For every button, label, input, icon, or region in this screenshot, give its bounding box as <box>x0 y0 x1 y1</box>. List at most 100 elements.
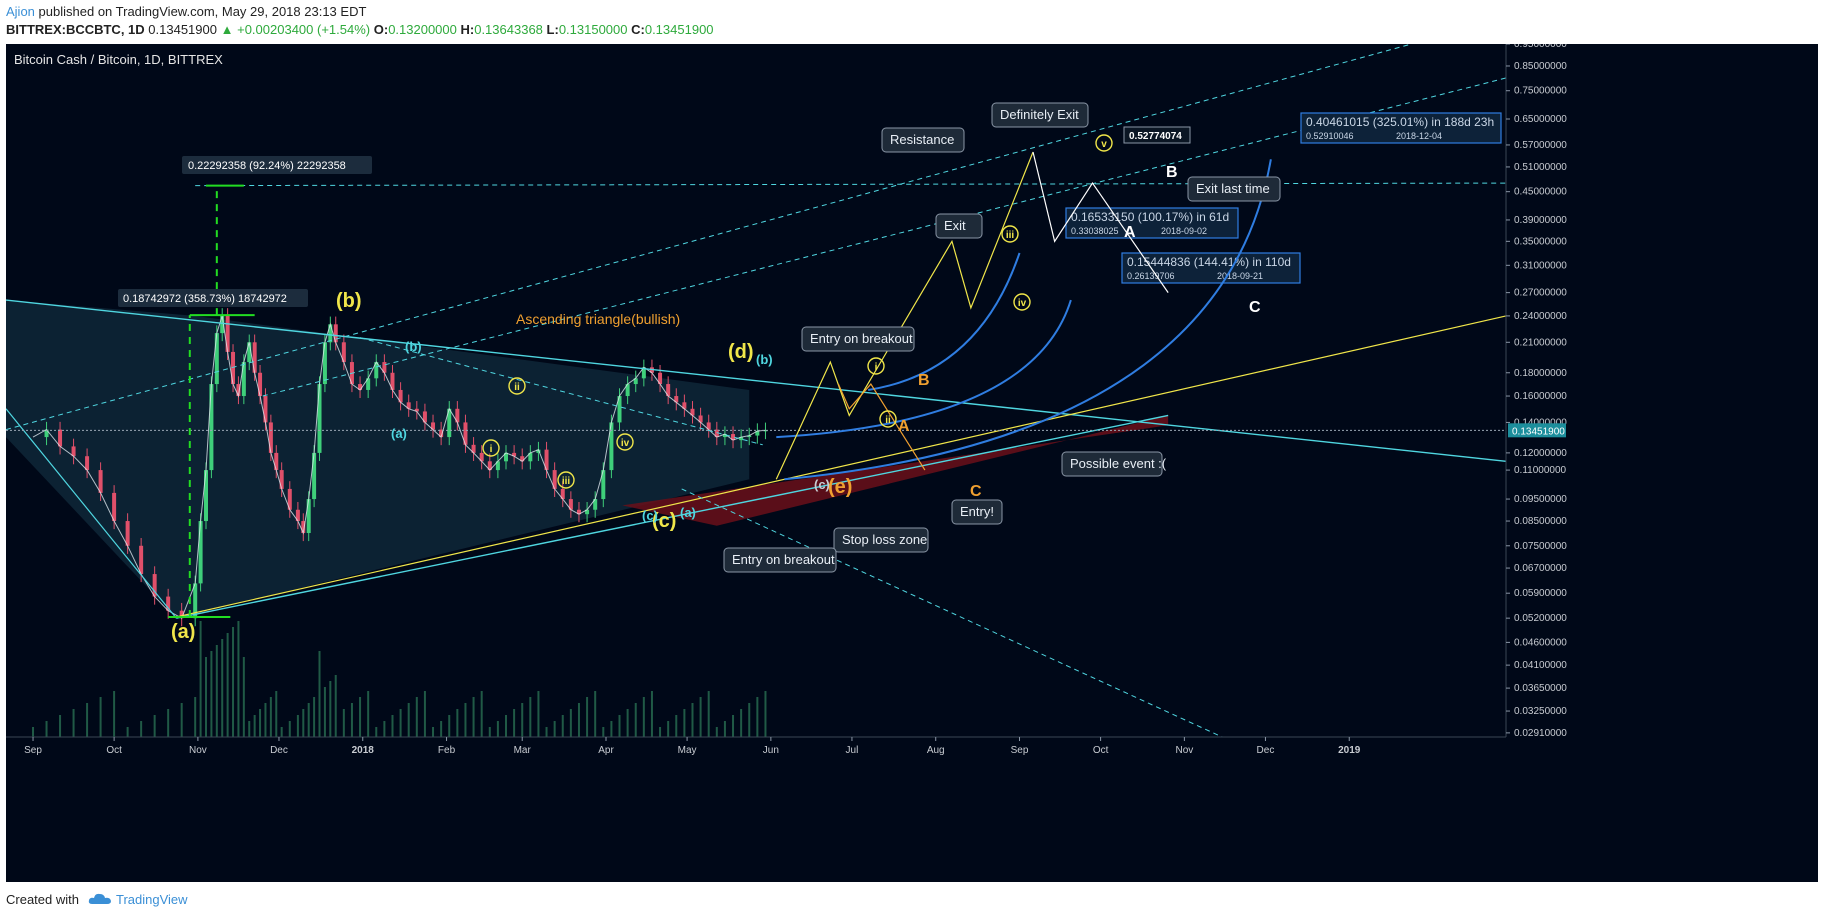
dashed-resistance <box>195 182 1507 187</box>
volume-bar <box>569 709 572 737</box>
projection-label: 0.15444836 (144.41%) in 110d <box>1127 255 1291 269</box>
volume-bar <box>259 709 262 737</box>
y-tick-label: 0.06700000 <box>1514 563 1567 574</box>
candle-body <box>328 324 333 343</box>
volume-bar <box>618 715 621 737</box>
wave-label-small: (b) <box>405 339 422 354</box>
y-tick-label: 0.03250000 <box>1514 706 1567 717</box>
candle-body <box>755 431 760 436</box>
y-tick-label: 0.11000000 <box>1514 465 1567 476</box>
volume-bar <box>448 715 451 737</box>
projection-date: 2018-09-02 <box>1161 226 1207 236</box>
candle-body <box>382 362 387 373</box>
y-tick-label: 0.16000000 <box>1514 391 1567 402</box>
y-tick-label: 0.51000000 <box>1514 162 1567 173</box>
note-text: Entry on breakout <box>810 331 913 346</box>
wave-label-small: (c) <box>642 508 658 523</box>
volume-bar <box>529 697 532 737</box>
candle-body <box>585 509 590 515</box>
candle-body <box>44 429 49 438</box>
candle-body <box>714 429 719 438</box>
wave-roman: iv <box>1018 298 1027 309</box>
candle-body <box>58 429 63 447</box>
candle-body <box>504 452 508 462</box>
wave-circle <box>1095 134 1113 152</box>
note-box <box>801 326 915 352</box>
wave-roman: iii <box>1006 230 1015 241</box>
volume-bar <box>367 691 370 737</box>
volume-bar <box>359 697 362 737</box>
wave-label-b: (b) <box>336 290 362 312</box>
note-text: Definitely Exit <box>1000 107 1079 122</box>
measure-label-box <box>118 289 308 307</box>
candle-body <box>560 488 565 500</box>
volume-bar <box>215 645 218 737</box>
note-text: Resistance <box>890 132 954 147</box>
volume-bar <box>288 721 291 737</box>
open-label: O: <box>373 22 389 37</box>
wave-label-orange: C <box>970 483 982 500</box>
candle-body <box>252 342 257 373</box>
candle-body <box>139 545 144 575</box>
y-tick-label: 0.12000000 <box>1514 448 1567 459</box>
candle-body <box>295 509 300 522</box>
candle-body <box>209 384 214 471</box>
candle-body <box>463 422 468 445</box>
volume-bar <box>232 627 235 737</box>
candle-body <box>236 384 241 397</box>
volume-bar <box>545 727 548 737</box>
volume-bar <box>296 715 299 737</box>
wave-roman: ii <box>885 415 891 426</box>
wave-roman: i <box>875 362 878 373</box>
volume-bar <box>496 721 499 737</box>
volume-bar <box>140 721 143 737</box>
note-text: Entry! <box>960 504 994 519</box>
author-link[interactable]: Ajion <box>6 4 35 19</box>
wave-roman: v <box>1101 139 1107 150</box>
open-value: 0.13200000 <box>388 22 457 37</box>
candle-body <box>487 461 492 471</box>
note-text: Exit <box>944 218 966 233</box>
chart-canvas[interactable]: 0.22292358 (92.24%) 22292358 0.18742972 (… <box>6 44 1818 882</box>
candle-body <box>479 452 484 462</box>
symbol-label: BITTREX:BCCBTC, 1D <box>6 22 145 37</box>
note-text: Entry on breakout <box>732 552 835 567</box>
candle-body <box>471 444 476 453</box>
y-tick-label: 0.95000000 <box>1514 44 1567 50</box>
candle-body <box>690 408 695 416</box>
wave-label-d: (d) <box>728 341 754 363</box>
candle-body <box>747 435 752 438</box>
note-text: Stop loss zone <box>842 532 927 547</box>
wave-circle <box>616 433 634 451</box>
wave-label-a: (a) <box>171 621 195 643</box>
note-box <box>935 213 983 239</box>
volume-bar <box>269 697 272 737</box>
close-label: C: <box>631 22 645 37</box>
note-box <box>833 527 929 553</box>
tradingview-brand[interactable]: TradingView <box>116 892 188 907</box>
publish-header: Ajion published on TradingView.com, May … <box>0 0 1824 44</box>
candle-body <box>85 456 90 471</box>
wave-label-orange: B <box>918 372 930 389</box>
candle-body <box>536 449 541 453</box>
last-price-tag: 0.13451900 <box>1512 426 1565 437</box>
last-price: 0.13451900 <box>148 22 217 37</box>
y-tick-label: 0.03650000 <box>1514 683 1567 694</box>
chart-pane[interactable]: 0.22292358 (92.24%) 22292358 0.18742972 (… <box>6 44 1818 882</box>
chart-title: Bitcoin Cash / Bitcoin, 1D, BITTREX <box>14 52 223 67</box>
wave-label-c: (c) <box>652 510 676 532</box>
volume-bar <box>748 703 751 737</box>
candle-body <box>722 434 727 438</box>
wave-roman: i <box>490 444 493 455</box>
wave-circle <box>557 471 575 489</box>
wave-label-small: (a) <box>391 426 407 441</box>
volume-bar <box>432 727 435 737</box>
candle-body <box>214 333 219 385</box>
measure-label-box <box>182 156 372 174</box>
volume-bar <box>329 681 332 737</box>
y-tick-label: 0.35000000 <box>1514 236 1567 247</box>
y-tick-label: 0.75000000 <box>1514 86 1567 97</box>
measure-label-1: 0.22292358 (92.24%) 22292358 <box>188 160 346 172</box>
candle-body <box>258 372 263 397</box>
candle-body <box>601 470 606 500</box>
